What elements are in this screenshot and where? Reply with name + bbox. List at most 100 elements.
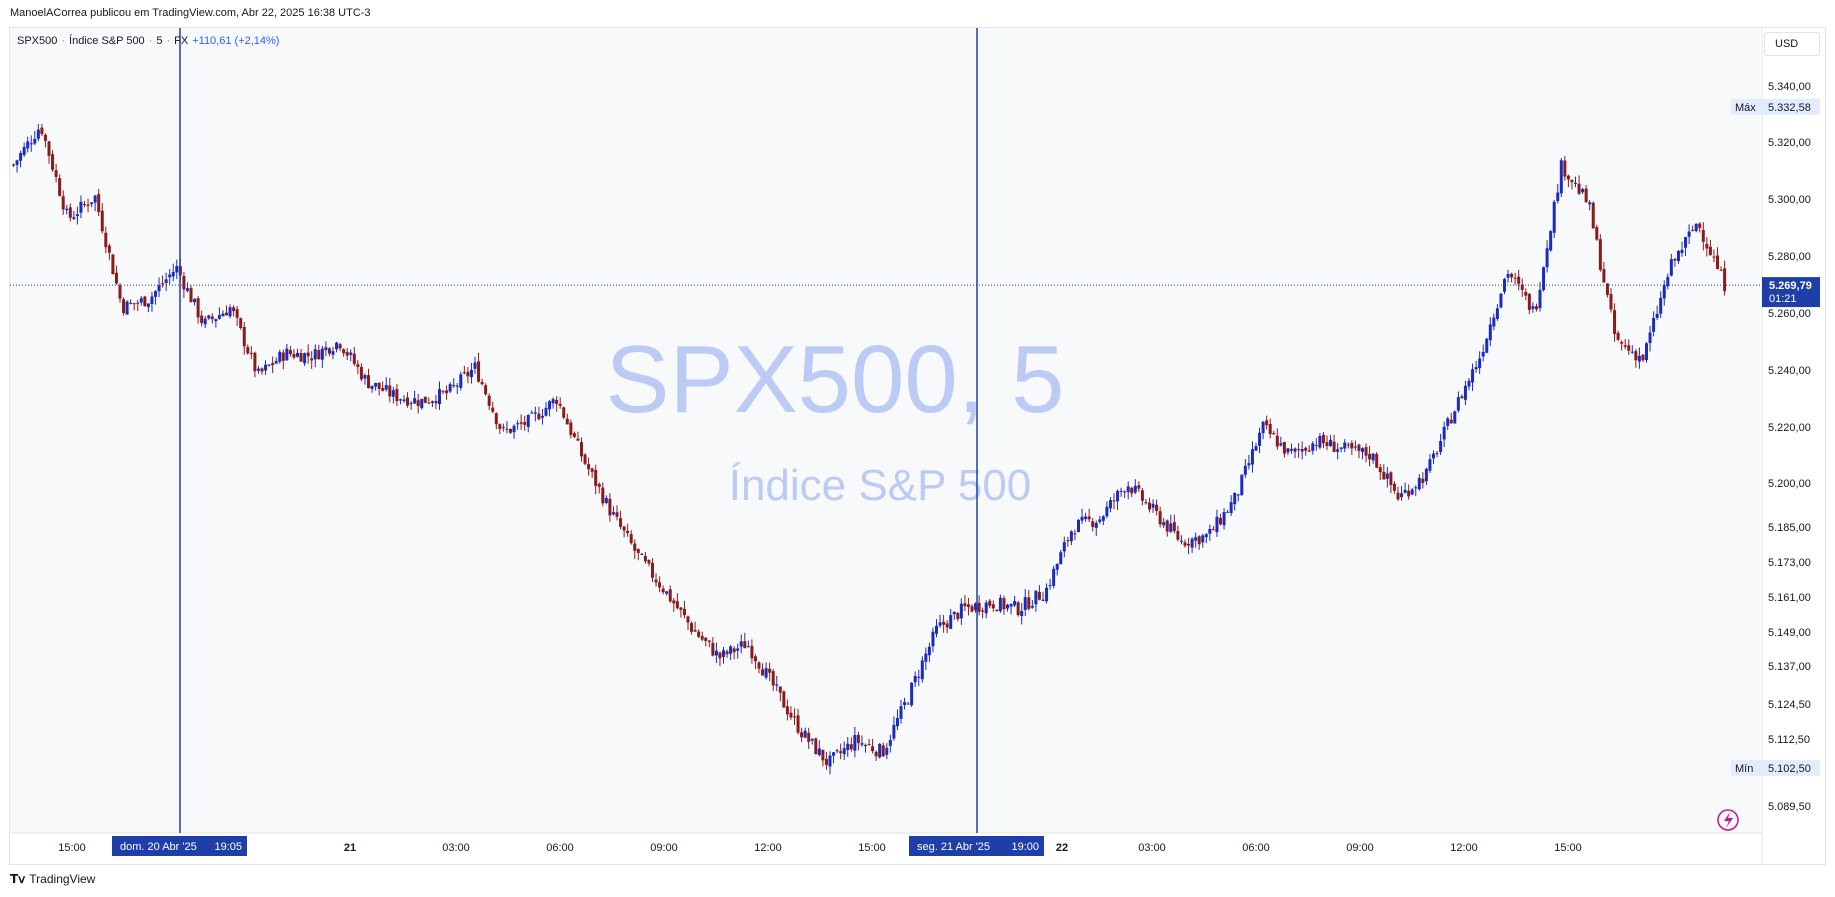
y-tick-label: 5.300,00 xyxy=(1768,194,1811,206)
candle-down xyxy=(132,303,136,305)
candle-up xyxy=(1581,189,1585,193)
candle-up xyxy=(1666,276,1670,287)
candle-down xyxy=(643,556,647,562)
candle-down xyxy=(572,433,576,437)
y-tick-label: 5.320,00 xyxy=(1768,137,1811,149)
candle-up xyxy=(1229,502,1233,514)
x-tick-label: 12:00 xyxy=(754,842,782,854)
candle-down xyxy=(406,397,410,406)
candle-down xyxy=(1268,424,1272,435)
candle-down xyxy=(1265,420,1269,426)
candle-down xyxy=(761,669,765,676)
candle-down xyxy=(1087,516,1091,520)
candle-down xyxy=(636,548,640,553)
candle-down xyxy=(675,601,679,609)
currency-button[interactable]: USD xyxy=(1764,32,1820,56)
candle-up xyxy=(72,217,76,219)
candle-down xyxy=(753,656,757,662)
candle-up xyxy=(1226,511,1230,513)
candle-down xyxy=(1378,467,1382,473)
candle-down xyxy=(441,391,445,393)
candle-up xyxy=(1488,324,1492,341)
candle-up xyxy=(1474,367,1478,370)
candle-up xyxy=(65,208,69,211)
candle-up xyxy=(512,425,516,433)
footer-brand[interactable]: ꓔ𝗏 TradingView xyxy=(10,872,95,886)
candle-up xyxy=(1453,411,1457,424)
candle-up xyxy=(1400,493,1404,498)
candle-down xyxy=(1002,598,1006,610)
plot-area[interactable] xyxy=(10,28,1760,833)
candle-up xyxy=(1052,568,1056,586)
candle-up xyxy=(452,384,456,386)
candle-up xyxy=(1361,448,1364,452)
candle-up xyxy=(1343,442,1347,449)
footer-brand-label: TradingView xyxy=(29,872,96,886)
candle-up xyxy=(1684,237,1688,248)
candle-up xyxy=(1023,597,1027,610)
candle-up xyxy=(409,402,413,404)
candle-up xyxy=(207,315,211,319)
legend-name: Índice S&P 500 xyxy=(69,35,145,47)
candle-down xyxy=(498,424,502,429)
candle-down xyxy=(1211,529,1215,531)
vertical-marker-badge xyxy=(909,836,1044,856)
candle-down xyxy=(1172,522,1176,532)
candle-up xyxy=(1169,523,1173,532)
candle-up xyxy=(540,415,544,418)
candle-up xyxy=(1194,537,1198,541)
candle-up xyxy=(860,743,864,745)
candle-up xyxy=(1492,317,1496,327)
candle-down xyxy=(1112,500,1116,502)
candle-down xyxy=(466,371,470,377)
candle-down xyxy=(519,422,523,424)
x-tick-label: 06:00 xyxy=(546,842,574,854)
candle-down xyxy=(1598,239,1602,270)
candle-up xyxy=(927,646,931,656)
candle-down xyxy=(1130,487,1134,494)
candle-down xyxy=(1332,441,1336,452)
candle-up xyxy=(1101,516,1105,521)
candle-up xyxy=(203,318,207,325)
candle-down xyxy=(388,385,392,397)
candle-down xyxy=(651,562,654,578)
candle-up xyxy=(544,407,548,416)
candle-up xyxy=(1133,485,1137,493)
candle-up xyxy=(36,129,40,139)
candle-up xyxy=(1630,351,1634,353)
candle-up xyxy=(1045,587,1049,602)
candle-down xyxy=(122,299,126,314)
symbol-legend[interactable]: SPX500 · Índice S&P 500 · 5 · FX +110,61 (+2,14… xyxy=(17,35,280,47)
last-price-countdown: 01:21 xyxy=(1769,293,1797,305)
candle-up xyxy=(878,743,882,758)
x-tick-label: 15:00 xyxy=(858,842,886,854)
candle-down xyxy=(587,464,591,470)
candle-down xyxy=(562,407,566,418)
candle-up xyxy=(1481,351,1485,357)
candle-down xyxy=(537,413,541,420)
candle-down xyxy=(626,530,630,533)
candle-up xyxy=(1084,516,1088,520)
candle-down xyxy=(143,296,147,307)
candle-up xyxy=(93,195,97,203)
candle-down xyxy=(288,350,292,354)
candle-up xyxy=(714,650,718,656)
max-value: 5.332,58 xyxy=(1768,102,1811,114)
candle-up xyxy=(228,307,232,317)
candle-down xyxy=(1712,256,1716,258)
candle-down xyxy=(1563,160,1567,177)
candle-down xyxy=(104,232,108,248)
candle-down xyxy=(1698,223,1702,229)
candle-up xyxy=(398,399,402,401)
candle-down xyxy=(782,691,786,708)
candle-down xyxy=(963,603,967,607)
candle-down xyxy=(871,746,875,752)
candle-up xyxy=(175,265,179,273)
candle-down xyxy=(1027,597,1031,609)
candle-down xyxy=(114,272,118,284)
candle-up xyxy=(1179,540,1183,542)
candle-up xyxy=(1417,477,1421,490)
candle-down xyxy=(622,526,626,531)
y-tick-label: 5.280,00 xyxy=(1768,251,1811,263)
